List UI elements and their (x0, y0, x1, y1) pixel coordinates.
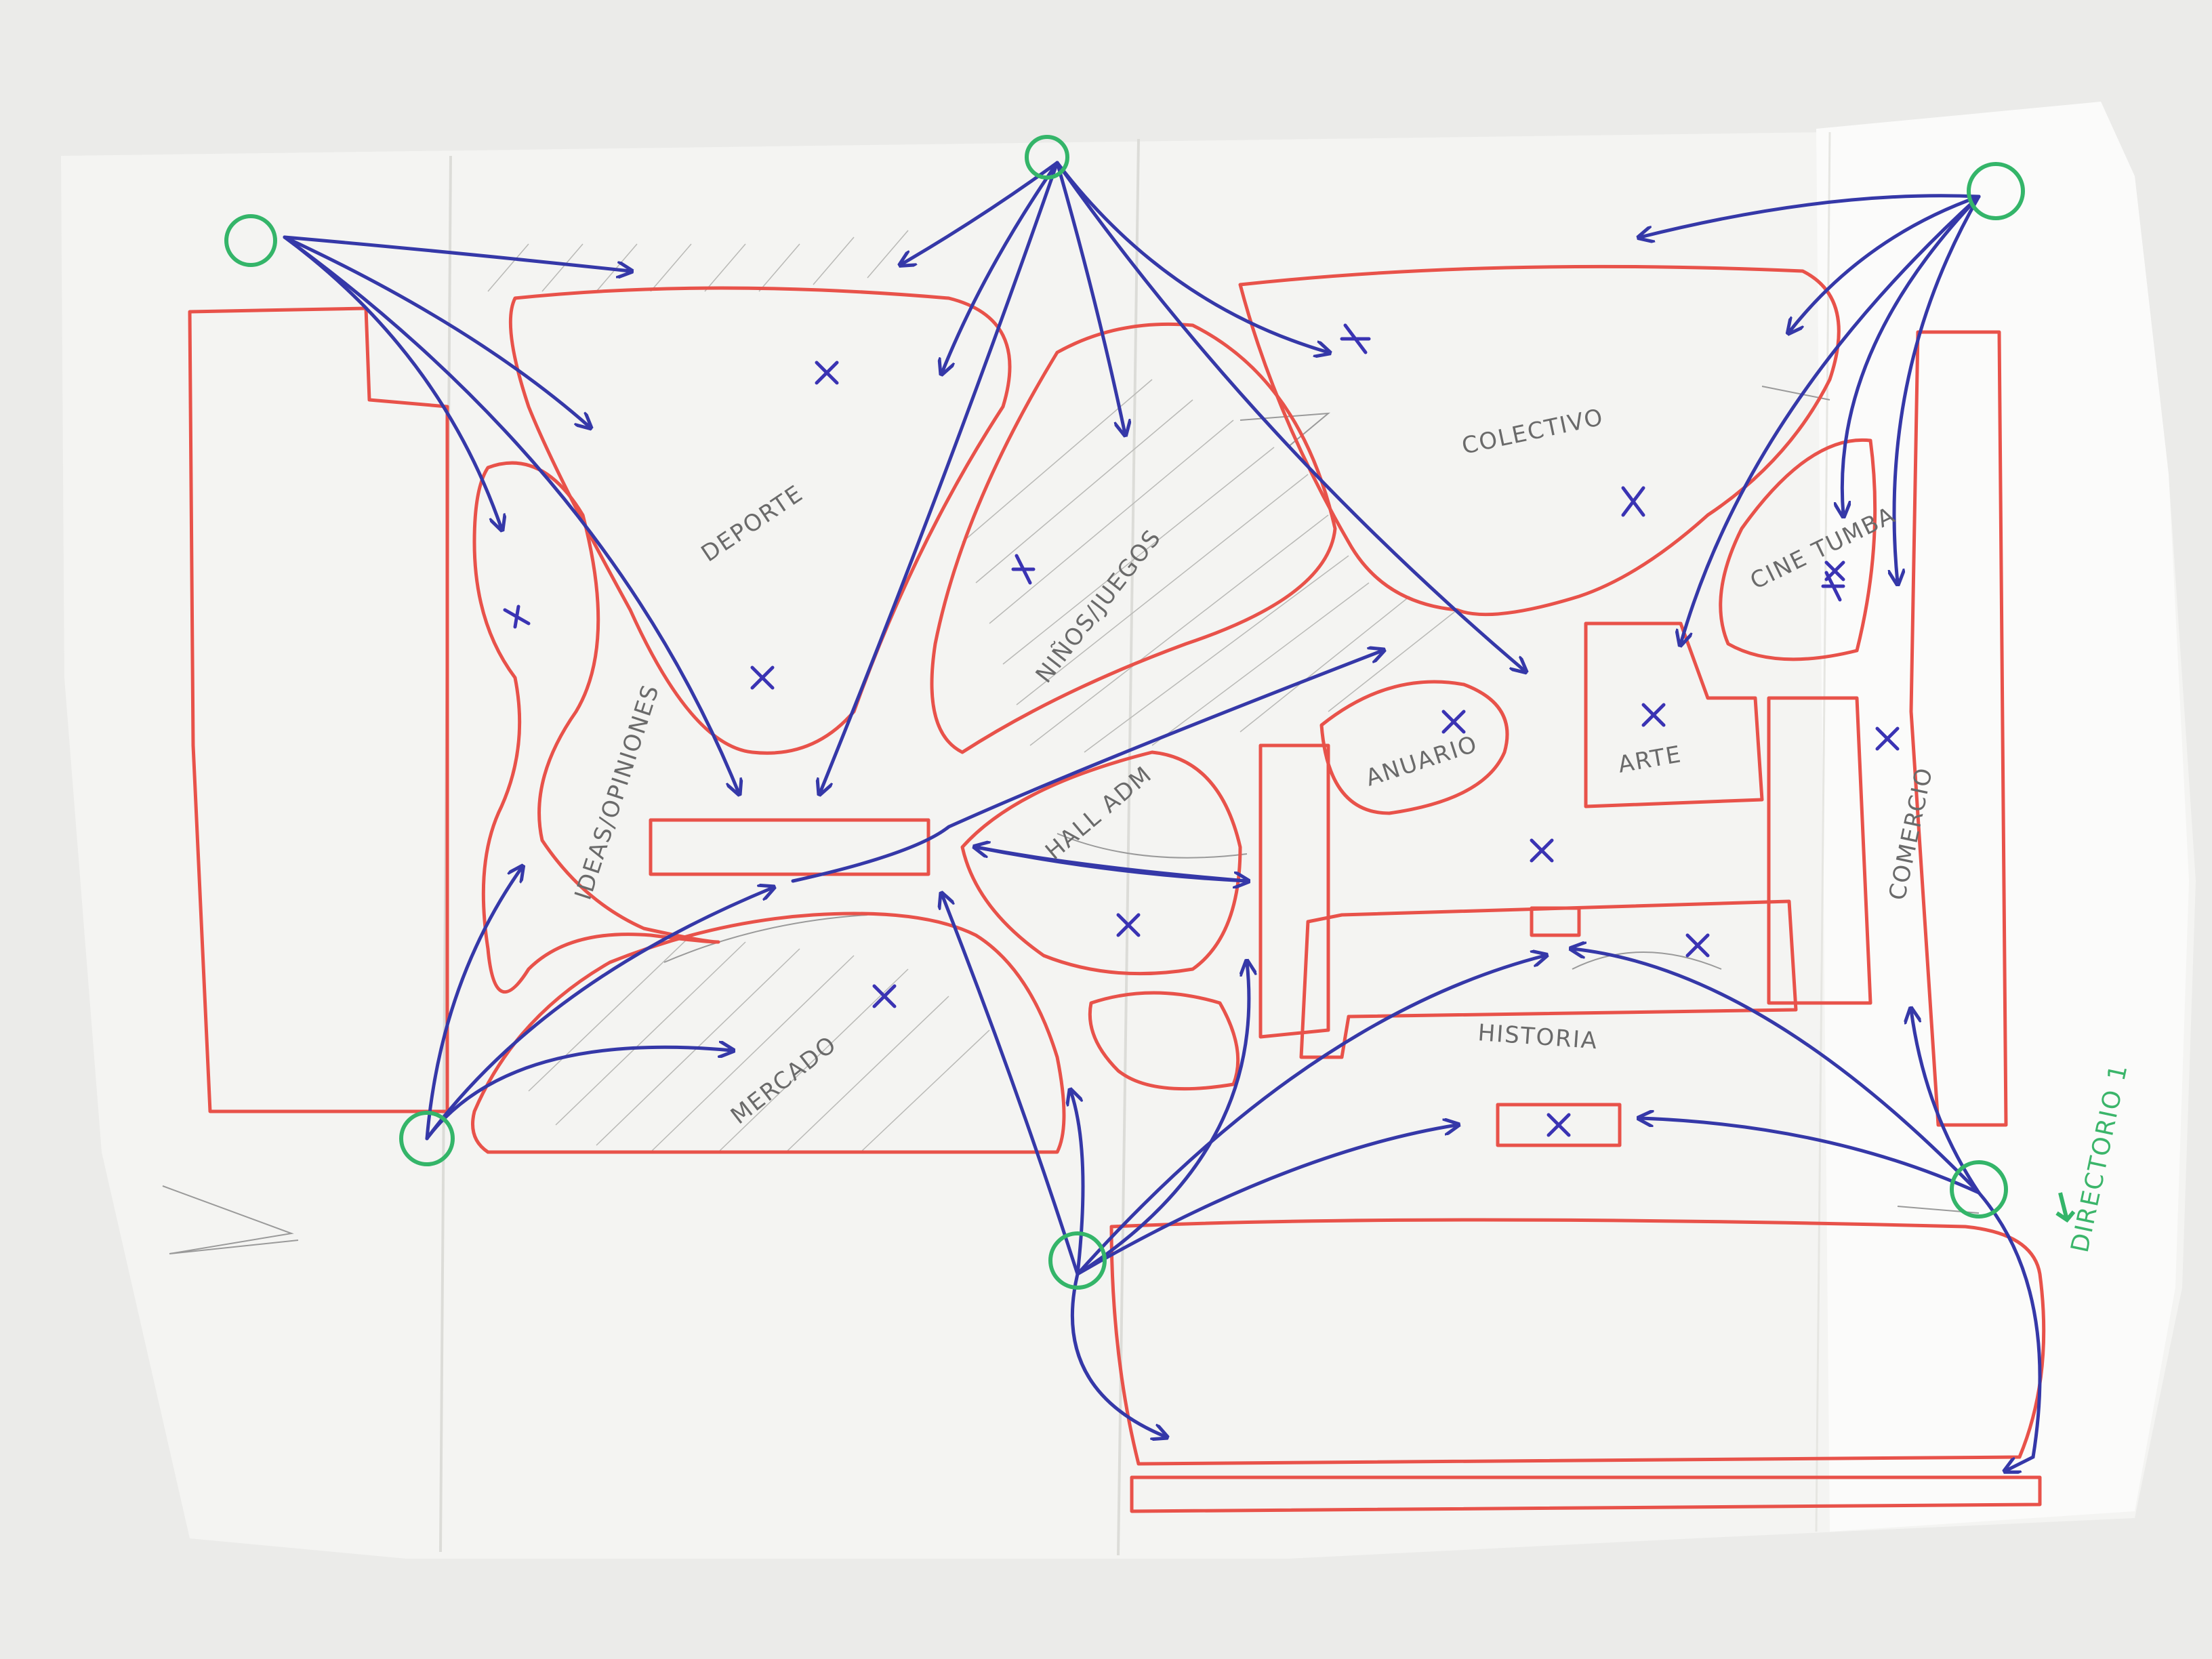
cross-mark (503, 605, 531, 629)
cross-mark (750, 665, 775, 690)
access-point-circle (1950, 1160, 2008, 1218)
cross-marks (503, 323, 1900, 1137)
cross-mark (1441, 710, 1466, 734)
cross-mark (815, 361, 839, 385)
cross-mark (1875, 726, 1900, 751)
cross-mark (1340, 323, 1371, 354)
access-point-circle (1048, 1231, 1107, 1290)
cross-mark (1685, 933, 1710, 958)
access-point-circle (1025, 135, 1069, 180)
cross-mark (1621, 486, 1645, 517)
cross-mark (872, 984, 897, 1008)
tracing-paper (61, 102, 2196, 1559)
zone-outlines (188, 264, 2046, 1513)
access-point-circle (224, 214, 277, 267)
pencil-hatching (162, 230, 1980, 1254)
cross-mark (1821, 571, 1845, 602)
access-point-circle (1967, 162, 2025, 220)
circulation-arrows (283, 161, 2042, 1471)
cross-mark (1530, 838, 1554, 863)
cross-mark (1011, 554, 1036, 585)
access-points (224, 135, 2076, 1290)
cross-mark (1547, 1113, 1571, 1137)
access-point-circle (399, 1111, 455, 1166)
cross-mark (1116, 913, 1141, 937)
cross-mark (1641, 703, 1666, 727)
